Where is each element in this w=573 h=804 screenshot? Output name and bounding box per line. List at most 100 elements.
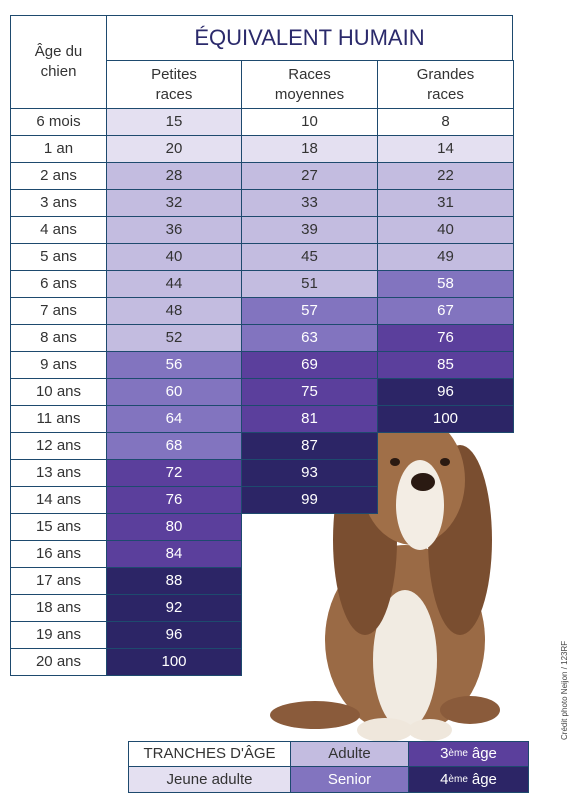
value-cell-text: 33 [301, 194, 318, 211]
value-cell: 15 [106, 108, 242, 136]
value-cell: 58 [377, 270, 514, 298]
value-cell: 67 [377, 297, 514, 325]
age-cell-text: 17 ans [35, 572, 82, 589]
age-cell-text: 18 ans [35, 599, 82, 616]
value-cell: 92 [106, 594, 242, 622]
value-cell-text: 39 [301, 221, 318, 238]
value-cell: 68 [106, 432, 242, 460]
value-cell: 69 [241, 351, 378, 379]
value-cell: 22 [377, 162, 514, 190]
value-cell-text: 93 [301, 464, 318, 481]
value-cell-text: 68 [165, 437, 183, 454]
value-cell: 44 [106, 270, 242, 298]
value-cell-text: 48 [165, 302, 183, 319]
value-cell: 100 [106, 648, 242, 676]
value-cell: 93 [241, 459, 378, 487]
value-cell-text: 69 [301, 356, 318, 373]
age-cell: 19 ans [10, 621, 107, 649]
value-cell: 52 [106, 324, 242, 352]
value-cell: 81 [241, 405, 378, 433]
value-cell-text: 87 [301, 437, 318, 454]
value-cell: 85 [377, 351, 514, 379]
value-cell: 75 [241, 378, 378, 406]
legend-item-text: Senior [327, 770, 372, 788]
value-cell: 64 [106, 405, 242, 433]
value-cell-text: 31 [437, 194, 454, 211]
column-header: Petites races [106, 60, 242, 109]
value-cell-text: 100 [161, 653, 187, 670]
value-cell-text: 64 [165, 410, 183, 427]
value-cell-text: 44 [165, 275, 183, 292]
age-header-text: Âge du chien [34, 43, 83, 80]
age-cell: 10 ans [10, 378, 107, 406]
value-cell: 10 [241, 108, 378, 136]
age-cell-text: 7 ans [40, 302, 77, 319]
value-cell: 57 [241, 297, 378, 325]
dog-photo [270, 415, 500, 742]
legend-item-text: Jeune adulte [166, 770, 253, 788]
value-cell: 32 [106, 189, 242, 217]
value-cell: 51 [241, 270, 378, 298]
age-cell: 16 ans [10, 540, 107, 568]
age-cell: 4 ans [10, 216, 107, 244]
value-cell-text: 96 [437, 383, 454, 400]
column-header-text: Races moyennes [274, 65, 345, 103]
value-cell: 45 [241, 243, 378, 271]
value-cell: 72 [106, 459, 242, 487]
value-cell-text: 96 [165, 626, 183, 643]
value-cell-text: 67 [437, 302, 454, 319]
value-cell-text: 40 [437, 221, 454, 238]
value-cell-text: 10 [301, 113, 318, 130]
age-cell-text: 14 ans [35, 491, 82, 508]
value-cell: 40 [106, 243, 242, 271]
value-cell: 49 [377, 243, 514, 271]
value-cell: 31 [377, 189, 514, 217]
value-cell: 28 [106, 162, 242, 190]
legend-title: TRANCHES D'ÂGE [128, 741, 291, 767]
value-cell-text: 100 [432, 410, 459, 427]
age-cell-text: 2 ans [40, 167, 77, 184]
age-cell-text: 15 ans [35, 518, 82, 535]
value-cell-text: 63 [301, 329, 318, 346]
age-header: Âge du chien [10, 15, 107, 109]
value-cell-text: 52 [165, 329, 183, 346]
value-cell: 87 [241, 432, 378, 460]
value-cell: 39 [241, 216, 378, 244]
value-cell: 63 [241, 324, 378, 352]
age-cell: 11 ans [10, 405, 107, 433]
age-cell: 5 ans [10, 243, 107, 271]
legend-item: Jeune adulte [128, 766, 291, 793]
value-cell: 100 [377, 405, 514, 433]
value-cell-text: 81 [301, 410, 318, 427]
value-cell: 8 [377, 108, 514, 136]
value-cell-text: 60 [165, 383, 183, 400]
value-cell-text: 45 [301, 248, 318, 265]
value-cell-text: 76 [437, 329, 454, 346]
age-cell: 9 ans [10, 351, 107, 379]
value-cell-text: 28 [165, 167, 183, 184]
legend-item-text: Adulte [328, 745, 371, 762]
value-cell-text: 84 [165, 545, 183, 562]
value-cell-text: 27 [301, 167, 318, 184]
column-header: Races moyennes [241, 60, 378, 109]
age-cell-text: 1 an [43, 140, 74, 157]
value-cell-text: 36 [165, 221, 183, 238]
age-cell: 14 ans [10, 486, 107, 514]
value-cell-text: 20 [165, 140, 183, 157]
value-cell: 40 [377, 216, 514, 244]
value-cell: 48 [106, 297, 242, 325]
age-cell: 7 ans [10, 297, 107, 325]
column-header-text: Grandes races [416, 65, 475, 103]
age-cell: 12 ans [10, 432, 107, 460]
value-cell-text: 40 [165, 248, 183, 265]
age-cell: 17 ans [10, 567, 107, 595]
value-cell: 96 [377, 378, 514, 406]
value-cell-text: 72 [165, 464, 183, 481]
value-cell: 60 [106, 378, 242, 406]
age-cell: 15 ans [10, 513, 107, 541]
value-cell-text: 88 [165, 572, 183, 589]
legend-title-text: TRANCHES D'ÂGE [143, 745, 276, 762]
age-cell: 6 mois [10, 108, 107, 136]
value-cell-text: 76 [165, 491, 183, 508]
